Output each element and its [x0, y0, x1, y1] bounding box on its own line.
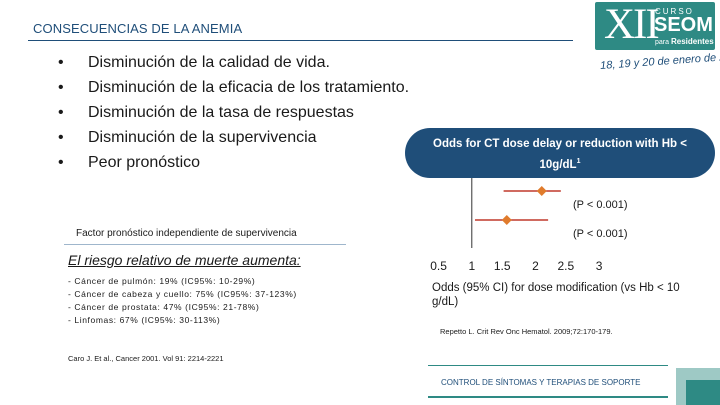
bullet-text: Peor pronóstico: [88, 154, 201, 171]
bullet-text: Disminución de la tasa de respuestas: [88, 104, 354, 121]
odds-heading-pill: Odds for CT dose delay or reduction with…: [405, 128, 715, 178]
x-tick-label: 0.5: [430, 259, 447, 273]
x-tick-label: 3: [595, 259, 603, 273]
logo-seom-text: SEOM: [654, 14, 713, 36]
corner-decoration-dark: [686, 380, 720, 405]
section-divider: [64, 244, 346, 245]
bullet-marker: •: [58, 154, 64, 171]
pill-superscript: 1: [576, 158, 581, 165]
title-divider: [28, 40, 573, 41]
footer-divider: [428, 365, 668, 366]
relative-risk-title: El riesgo relativo de muerte aumenta:: [68, 252, 301, 268]
footer-text: CONTROL DE SÍNTOMAS Y TERAPIAS DE SOPORT…: [441, 378, 641, 387]
prognostic-factor-heading: Factor pronóstico independiente de super…: [76, 228, 297, 239]
bullet-text: Disminución de la supervivencia: [88, 129, 317, 146]
caro-citation: Caro J. Et al., Cancer 2001. Vol 91: 221…: [68, 354, 224, 363]
footer-accent-bar: [428, 396, 668, 398]
bullet-text: Disminución de la eficacia de los tratam…: [88, 79, 410, 96]
risk-list: - Cáncer de pulmón: 19% (IC95%: 10-29%) …: [68, 275, 297, 327]
curso-seom-logo: [595, 2, 715, 50]
x-tick-label: 1.5: [493, 259, 511, 273]
bullet-item: • Disminución de la supervivencia: [58, 125, 478, 150]
repetto-citation: Repetto L. Crit Rev Onc Hematol. 2009;72…: [440, 327, 613, 336]
pill-line-1: Odds for CT dose delay or reduction with…: [433, 138, 687, 150]
logo-residentes: Residentes: [670, 37, 714, 46]
bullet-marker: •: [58, 54, 64, 71]
logo-numeral: XII: [604, 1, 660, 48]
risk-item: - Cáncer de cabeza y cuello: 75% (IC95%:…: [68, 289, 297, 299]
bullet-item: • Disminución de la calidad de vida.: [58, 50, 478, 75]
logo-para: para: [655, 39, 670, 46]
bullet-text: Disminución de la calidad de vida.: [88, 54, 330, 71]
logo-curso-text: CURSO: [655, 7, 694, 16]
risk-item: - Cáncer de pulmón: 19% (IC95%: 10-29%): [68, 276, 256, 286]
odds-marker: [501, 215, 512, 225]
bullet-item: • Disminución de la tasa de respuestas: [58, 100, 478, 125]
p-value-label: (P < 0.001): [573, 199, 628, 211]
odds-marker: [536, 186, 547, 196]
risk-item: - Cáncer de prostata: 47% (IC95%: 21-78%…: [68, 302, 260, 312]
bullet-list: • Disminución de la calidad de vida. • Dis…: [58, 50, 478, 175]
bullet-item: • Disminución de la eficacia de los trata…: [58, 75, 478, 100]
bullet-item: • Peor pronóstico: [58, 150, 478, 175]
page-title: CONSECUENCIAS DE LA ANEMIA: [33, 21, 243, 36]
pill-hb-threshold: 10g/dL: [539, 158, 577, 171]
risk-item: - Linfomas: 67% (IC95%: 30-113%): [68, 315, 221, 325]
forest-plot-x-axis-label: Odds (95% CI) for dose modification (vs …: [432, 282, 680, 308]
pill-line-2: 10g/dL1: [405, 153, 715, 174]
bullet-marker: •: [58, 104, 64, 121]
x-tick-label: 2: [532, 259, 539, 273]
bullet-marker: •: [58, 79, 64, 96]
x-tick-label: 2.5: [557, 259, 575, 273]
logo-residentes-text: para Residentes: [655, 37, 714, 46]
p-value-label: (P < 0.001): [573, 228, 628, 240]
event-dates: 18, 19 y 20 de enero de 2018: [599, 50, 720, 72]
x-tick-label: 1: [468, 259, 476, 273]
bullet-marker: •: [58, 129, 64, 146]
